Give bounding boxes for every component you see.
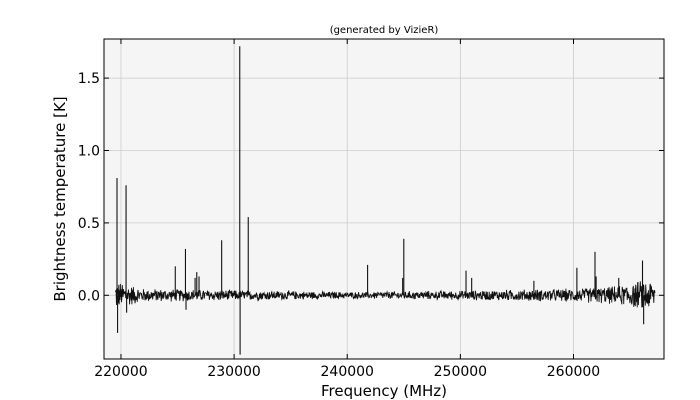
x-tick-label: 250000 bbox=[434, 364, 487, 380]
x-tick-label: 260000 bbox=[547, 364, 600, 380]
spectrum-trace bbox=[114, 281, 656, 308]
y-tick-label: 1.0 bbox=[78, 143, 100, 159]
x-axis-label: Frequency (MHz) bbox=[321, 382, 447, 400]
x-axis: 220000 230000 240000 250000 260000 bbox=[94, 39, 600, 380]
x-tick-label: 220000 bbox=[94, 364, 147, 380]
x-tick-label: 230000 bbox=[207, 364, 260, 380]
y-tick-label: 0.5 bbox=[78, 216, 100, 232]
y-tick-label: 0.0 bbox=[78, 288, 100, 304]
chart-title: (generated by VizieR) bbox=[330, 25, 439, 36]
series-spectrum bbox=[114, 281, 656, 308]
spectral-lines bbox=[116, 46, 645, 355]
plot-frame bbox=[103, 38, 665, 360]
y-tick-label: 1.5 bbox=[78, 71, 100, 87]
plot-area bbox=[104, 39, 664, 359]
y-axis-label: Brightness temperature [K] bbox=[51, 96, 69, 301]
x-tick-label: 240000 bbox=[321, 364, 374, 380]
y-axis: 0.0 0.5 1.0 1.5 bbox=[78, 71, 664, 304]
